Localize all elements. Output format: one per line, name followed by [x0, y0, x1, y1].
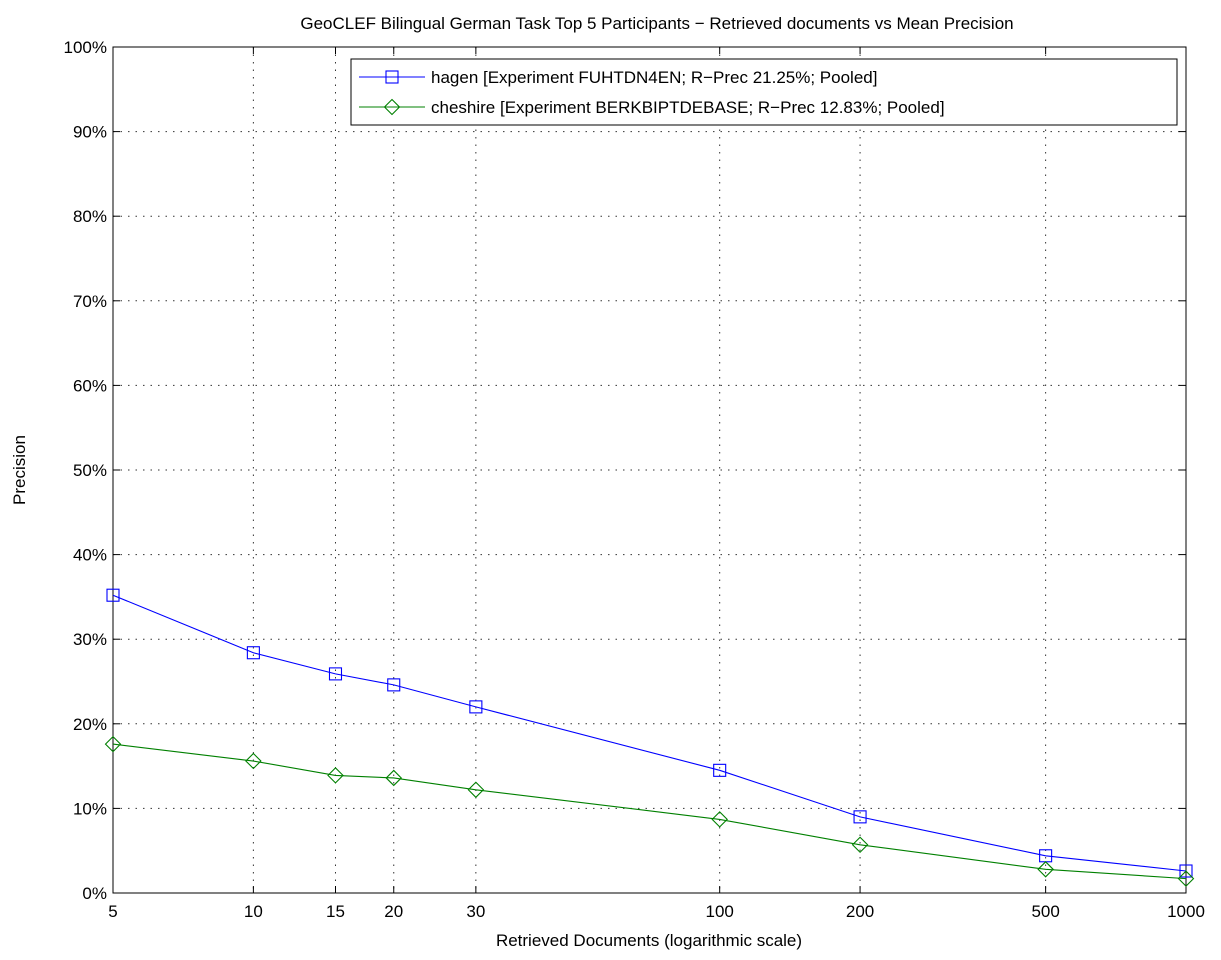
legend-box: [350, 58, 1178, 126]
data-point: [853, 810, 867, 824]
data-point: [385, 769, 403, 787]
legend-label: cheshire [Experiment BERKBIPTDEBASE; R−P…: [431, 98, 945, 117]
data-point: [851, 836, 869, 854]
y-tick-label: 60%: [73, 376, 107, 395]
y-tick-label: 30%: [73, 630, 107, 649]
legend-entry-2: cheshire [Experiment BERKBIPTDEBASE; R−P…: [359, 98, 945, 117]
data-point: [328, 667, 343, 681]
chart-title: GeoCLEF Bilingual German Task Top 5 Part…: [300, 14, 1013, 33]
data-point: [1177, 870, 1195, 887]
x-tick-label: 100: [705, 902, 733, 921]
x-axis-label: Retrieved Documents (logarithmic scale): [496, 931, 802, 950]
y-tick-label: 100%: [64, 38, 107, 57]
data-point: [1179, 864, 1193, 878]
axis-ticks: 5 10 15 20 30 100 200 500 1000 0% 10% 20% 30% 40% 50% 6…: [64, 38, 1205, 921]
legend-marker: [385, 70, 399, 84]
x-tick-label: 200: [846, 902, 874, 921]
y-tick-label: 10%: [73, 799, 107, 818]
data-point: [106, 588, 120, 602]
x-tick-label: 500: [1031, 902, 1059, 921]
x-tick-label: 15: [326, 902, 345, 921]
y-tick-label: 20%: [73, 715, 107, 734]
data-point: [1037, 861, 1054, 878]
x-tick-label: 30: [466, 902, 485, 921]
data-point: [711, 811, 728, 828]
data-point: [246, 646, 260, 660]
series-2: [104, 735, 1195, 887]
y-tick-label: 40%: [73, 546, 107, 565]
series-layer: [104, 588, 1195, 887]
data-point: [387, 678, 401, 692]
data-point: [104, 735, 122, 753]
plot-area-frame: [112, 46, 1187, 894]
x-tick-label: 5: [108, 902, 117, 921]
data-point: [469, 700, 483, 714]
data-point: [245, 752, 262, 770]
legend-label: hagen [Experiment FUHTDN4EN; R−Prec 21.2…: [431, 68, 877, 87]
data-point: [713, 763, 727, 777]
y-tick-label: 70%: [73, 292, 107, 311]
y-tick-label: 80%: [73, 207, 107, 226]
series-1: [106, 588, 1193, 878]
series-line: [112, 594, 1187, 872]
legend-marker: [383, 98, 401, 116]
x-tick-label: 1000: [1167, 902, 1205, 921]
legend-items: hagen [Experiment FUHTDN4EN; R−Prec 21.2…: [359, 68, 945, 117]
data-point: [467, 781, 485, 799]
data-point: [327, 767, 344, 784]
y-tick-label: 0%: [82, 884, 107, 903]
x-tick-label: 10: [244, 902, 263, 921]
series-line: [112, 743, 1187, 880]
grid-lines: [113, 47, 1186, 893]
legend: hagen [Experiment FUHTDN4EN; R−Prec 21.2…: [350, 58, 1178, 126]
y-axis-label: Precision: [10, 435, 29, 505]
y-tick-label: 50%: [73, 461, 107, 480]
legend-entry-1: hagen [Experiment FUHTDN4EN; R−Prec 21.2…: [359, 68, 877, 87]
x-tick-label: 20: [384, 902, 403, 921]
y-tick-label: 90%: [73, 123, 107, 142]
